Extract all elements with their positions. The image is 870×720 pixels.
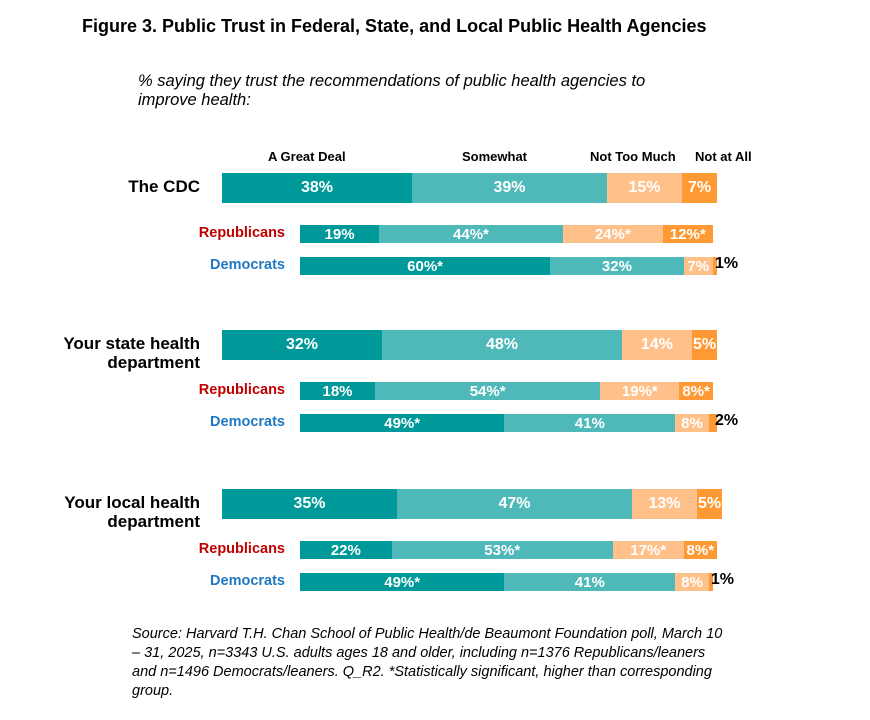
bar-segment-not-too-much: 19%* — [600, 382, 680, 400]
data-label: 22% — [330, 541, 361, 559]
democrats-label: Democrats — [210, 414, 285, 430]
source-note: Source: Harvard T.H. Chan School of Publ… — [132, 626, 723, 699]
chart-title: Figure 3. Public Trust in Federal, State… — [82, 16, 707, 36]
data-label: 14% — [640, 336, 674, 353]
legend-somewhat: Somewhat — [462, 149, 528, 164]
bar-segment-somewhat: 44%* — [379, 225, 563, 243]
data-label: 47% — [498, 495, 531, 512]
data-label: 32% — [285, 336, 319, 353]
data-label: 24%* — [594, 225, 631, 243]
bar-segment-not-at-all: 1% — [712, 255, 738, 275]
democrats-label: Democrats — [210, 257, 285, 273]
bar-segment-a-great-deal: 19% — [300, 225, 380, 243]
data-label: 32% — [601, 257, 632, 275]
bar-segment-a-great-deal: 22% — [300, 541, 392, 559]
data-label: 19%* — [621, 382, 658, 400]
bar-segment-not-at-all: 5% — [697, 489, 722, 519]
data-label: 48% — [485, 336, 519, 353]
bar-segment-not-too-much: 7% — [683, 257, 713, 275]
legend-not-too-much: Not Too Much — [590, 149, 676, 164]
democrats-label: Democrats — [210, 573, 285, 589]
bar-segment-not-too-much: 8% — [675, 573, 709, 591]
data-label: 18% — [322, 382, 353, 400]
bar-segment-a-great-deal: 35% — [222, 489, 397, 519]
bar-segment-a-great-deal: 38% — [222, 173, 412, 203]
data-label: 44%* — [453, 225, 489, 243]
data-label: 8% — [681, 414, 703, 432]
bar-segment-a-great-deal: 49%* — [300, 414, 505, 432]
bar-segment-not-at-all: 1% — [708, 571, 734, 591]
data-label: 19% — [324, 225, 355, 243]
bar-segment-a-great-deal: 49%* — [300, 573, 505, 591]
bar-segment-a-great-deal: 32% — [222, 330, 382, 360]
bar-segment-not-at-all: 2% — [708, 412, 738, 432]
data-label: 1% — [710, 571, 734, 588]
data-label: 5% — [697, 495, 722, 512]
bar-segment-not-at-all: 7% — [682, 173, 717, 203]
bar-segment-somewhat: 48% — [382, 330, 622, 360]
data-label: 8%* — [686, 541, 715, 559]
bar-segment-somewhat: 41% — [504, 414, 676, 432]
data-label: 49%* — [384, 414, 421, 432]
bar-segment-a-great-deal: 18% — [300, 382, 376, 400]
bar-segment-somewhat: 41% — [504, 573, 676, 591]
data-label: 17%* — [630, 541, 667, 559]
bar-segment-somewhat: 32% — [550, 257, 684, 275]
chart-subtitle: % saying they trust the recommendations … — [138, 72, 646, 109]
data-label: 8%* — [682, 382, 710, 400]
bar-segment-not-too-much: 15% — [607, 173, 682, 203]
bar-segment-not-too-much: 13% — [632, 489, 697, 519]
data-label: 60%* — [407, 257, 444, 275]
data-label: 39% — [493, 179, 526, 196]
group-label: Your state health department — [63, 334, 200, 372]
bar-segment-somewhat: 39% — [412, 173, 607, 203]
data-label: 5% — [692, 336, 717, 353]
data-label: 38% — [300, 179, 334, 196]
legend-not-at-all: Not at All — [695, 149, 752, 164]
republicans-label: Republicans — [198, 382, 285, 398]
group-label: Your local health department — [64, 493, 200, 531]
bar-segment-not-too-much: 24%* — [562, 225, 663, 243]
bar-segment-not-too-much: 17%* — [612, 541, 684, 559]
data-label: 54%* — [469, 382, 506, 400]
data-label: 8% — [681, 573, 703, 591]
data-label: 53%* — [484, 541, 521, 559]
data-label: 41% — [574, 414, 605, 432]
data-label: 15% — [628, 179, 661, 196]
data-label: 13% — [648, 495, 681, 512]
data-label: 12%* — [669, 225, 706, 243]
republicans-label: Republicans — [198, 541, 285, 557]
data-label: 41% — [574, 573, 605, 591]
group-label: The CDC — [128, 177, 200, 196]
bar-segment-somewhat: 54%* — [375, 382, 601, 400]
data-label: 49%* — [384, 573, 421, 591]
bar-segment-not-at-all: 8%* — [679, 382, 713, 400]
bar-segment-somewhat: 47% — [397, 489, 632, 519]
bar-segment-a-great-deal: 60%* — [300, 257, 551, 275]
bar-segment-not-too-much: 8% — [675, 414, 709, 432]
bar-segment-not-at-all: 8%* — [683, 541, 717, 559]
bar-segment-not-too-much: 14% — [622, 330, 692, 360]
data-label: 35% — [293, 495, 326, 512]
data-label: 7% — [687, 179, 712, 196]
bar-segment-not-at-all: 5% — [692, 330, 717, 360]
legend-great-deal: A Great Deal — [268, 149, 346, 164]
data-label: 7% — [687, 257, 710, 275]
data-label: 2% — [714, 412, 739, 429]
bar-segment-not-at-all: 12%* — [662, 225, 713, 243]
bar-segment-somewhat: 53%* — [391, 541, 613, 559]
republicans-label: Republicans — [198, 225, 285, 241]
data-label: 1% — [714, 255, 739, 272]
